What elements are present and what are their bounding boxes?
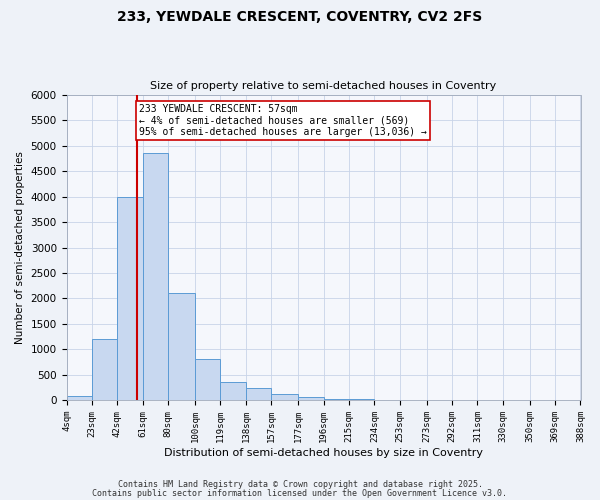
Bar	[271, 394, 298, 400]
Bar	[168, 294, 195, 400]
Bar	[143, 154, 168, 400]
Text: 233, YEWDALE CRESCENT, COVENTRY, CV2 2FS: 233, YEWDALE CRESCENT, COVENTRY, CV2 2FS	[118, 10, 482, 24]
Bar	[246, 388, 271, 400]
Y-axis label: Number of semi-detached properties: Number of semi-detached properties	[15, 151, 25, 344]
Bar	[298, 398, 323, 400]
Text: Contains HM Land Registry data © Crown copyright and database right 2025.: Contains HM Land Registry data © Crown c…	[118, 480, 482, 489]
X-axis label: Distribution of semi-detached houses by size in Coventry: Distribution of semi-detached houses by …	[164, 448, 483, 458]
Bar	[323, 399, 349, 400]
Bar	[67, 396, 92, 400]
Bar	[195, 360, 220, 400]
Bar	[118, 196, 143, 400]
Bar	[220, 382, 246, 400]
Text: Contains public sector information licensed under the Open Government Licence v3: Contains public sector information licen…	[92, 488, 508, 498]
Bar	[92, 339, 118, 400]
Title: Size of property relative to semi-detached houses in Coventry: Size of property relative to semi-detach…	[151, 82, 497, 92]
Text: 233 YEWDALE CRESCENT: 57sqm
← 4% of semi-detached houses are smaller (569)
95% o: 233 YEWDALE CRESCENT: 57sqm ← 4% of semi…	[139, 104, 427, 138]
